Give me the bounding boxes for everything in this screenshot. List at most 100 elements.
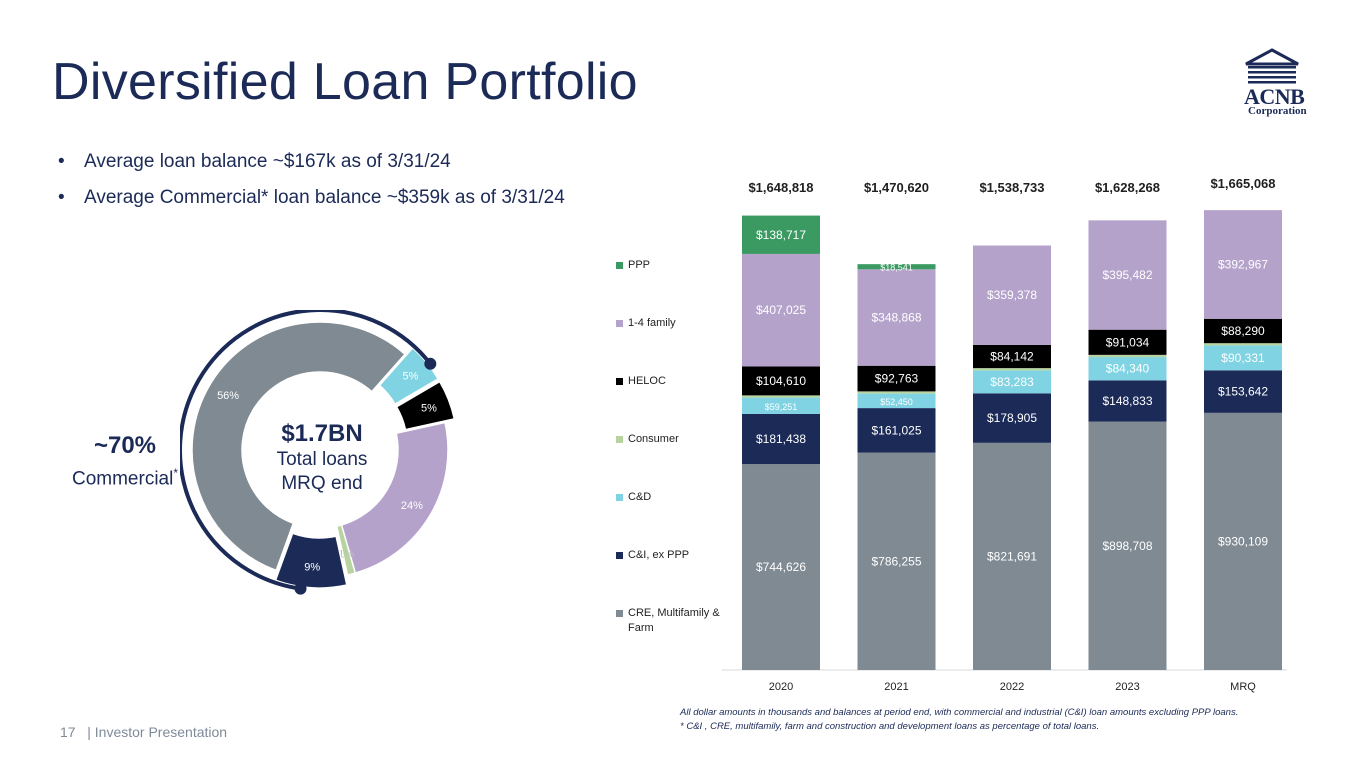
donut-slice xyxy=(395,380,456,431)
bar-total-label: $1,628,268 xyxy=(1095,180,1160,195)
bar-total-label: $1,470,620 xyxy=(864,180,929,195)
bar-segment xyxy=(1204,343,1282,346)
bar-data-label: $138,717 xyxy=(756,228,806,242)
bar-segment xyxy=(973,442,1051,670)
bar-segment xyxy=(1088,329,1167,355)
bar-data-label: $898,708 xyxy=(1102,539,1152,553)
bar-data-label: $83,283 xyxy=(990,375,1034,389)
bar-segment xyxy=(742,397,820,414)
bar-data-label: $161,025 xyxy=(871,423,921,437)
bar-data-label: $153,642 xyxy=(1218,385,1268,399)
bar-data-label: $18,541 xyxy=(880,263,913,273)
bar-data-label: $392,967 xyxy=(1218,257,1268,271)
x-tick-label: 2020 xyxy=(769,681,793,693)
bar-data-label: $84,340 xyxy=(1106,362,1150,376)
bar-segment xyxy=(742,215,820,254)
bar-data-label: $181,438 xyxy=(756,432,806,446)
bar-data-label: $821,691 xyxy=(987,549,1037,563)
x-tick-label: 2021 xyxy=(884,681,908,693)
bar-segment xyxy=(1088,354,1167,358)
legend-item: PPP xyxy=(616,258,723,273)
page-number: 17 xyxy=(60,724,76,740)
bar-segment xyxy=(1204,210,1282,319)
legend-swatch xyxy=(616,610,623,617)
footer: 17 | Investor Presentation xyxy=(60,724,227,740)
bar-segment xyxy=(1088,380,1167,422)
legend-label: C&D xyxy=(628,491,652,503)
donut-slice-label: 5% xyxy=(421,402,437,414)
bullet-item: • Average Commercial* loan balance ~$359k… xyxy=(58,187,565,208)
legend-item: Consumer xyxy=(616,432,723,447)
bar-segment xyxy=(857,365,936,392)
bullet-item: • Average loan balance ~$167k as of 3/31/… xyxy=(58,151,451,172)
donut-slice-label: 5% xyxy=(402,371,418,383)
bar-data-label: $88,290 xyxy=(1221,324,1265,338)
legend-label: C&I, ex PPP xyxy=(628,549,690,561)
donut-slice xyxy=(340,421,449,574)
logo-name: ACNB xyxy=(1244,84,1305,109)
bar-segment xyxy=(1088,220,1167,330)
bar-segment xyxy=(973,370,1051,394)
bar-segment xyxy=(857,393,936,409)
logo-subtitle: Corporation xyxy=(1248,105,1307,117)
commercial-label: Commercial* xyxy=(71,466,179,490)
bar-segment xyxy=(857,391,936,394)
footnote-line-1: All dollar amounts in thousands and bala… xyxy=(680,707,1239,718)
bar-data-label: $52,450 xyxy=(880,397,913,407)
bar-data-label: $786,255 xyxy=(871,554,921,568)
footnote: All dollar amounts in thousands and bala… xyxy=(680,706,1238,734)
bar-data-label: $395,482 xyxy=(1102,268,1152,282)
bar-data-label: $930,109 xyxy=(1218,534,1268,548)
legend-label: 1-4 family xyxy=(628,317,676,329)
bar-data-label: $359,378 xyxy=(987,288,1037,302)
legend-item: HELOC xyxy=(616,374,723,389)
bar-segment xyxy=(857,264,936,270)
x-tick-label: 2023 xyxy=(1115,681,1139,693)
donut-slice-label: 56% xyxy=(217,390,239,402)
donut-slice-label: 9% xyxy=(304,562,320,574)
legend-item: CRE, Multifamily & Farm xyxy=(616,606,723,636)
donut-total: $1.7BN xyxy=(281,420,363,447)
legend-swatch xyxy=(616,320,623,327)
bar-segment xyxy=(1204,412,1282,670)
bar-segment xyxy=(973,245,1051,345)
bar-total-label: $1,648,818 xyxy=(748,180,813,195)
arc-end-dot xyxy=(294,582,307,595)
donut-slice xyxy=(191,321,407,572)
bar-data-label: $407,025 xyxy=(756,303,806,317)
commercial-arc xyxy=(180,310,432,591)
bar-total-label: $1,538,733 xyxy=(979,180,1044,195)
footnote-line-2: * C&I , CRE, multifamily, farm and const… xyxy=(680,721,1100,732)
donut-slice xyxy=(274,532,348,589)
commercial-percentage: ~70% xyxy=(93,432,157,459)
legend-swatch xyxy=(616,494,623,501)
bar-segment xyxy=(1088,357,1167,381)
bar-data-label: $744,626 xyxy=(756,560,806,574)
bar-segment xyxy=(742,464,820,670)
donut-center: $1.7BN Total loans MRQ end xyxy=(262,420,382,496)
stacked-bar-chart: $744,626 $181,438 $59,251 $104,610 $407,025 $… xyxy=(722,176,1287,693)
donut-slice xyxy=(378,346,440,406)
footer-text: Investor Presentation xyxy=(94,724,228,740)
bar-data-label: $91,034 xyxy=(1106,335,1150,349)
page-title: Diversified Loan Portfolio xyxy=(52,53,638,111)
arc-end-dot xyxy=(424,357,437,370)
legend-label: PPP xyxy=(628,259,651,271)
legend-swatch xyxy=(616,436,623,443)
bar-segment xyxy=(1204,345,1282,371)
legend-label: HELOC xyxy=(628,375,666,387)
loan-mix-donut-chart: 56% 5% 5% 24% 1% 9% xyxy=(180,310,456,595)
bar-data-label: $92,763 xyxy=(875,372,919,386)
bar-segment xyxy=(857,269,936,366)
legend-swatch xyxy=(616,378,623,385)
legend-label: CRE, Multifamily & Farm xyxy=(628,607,720,634)
legend-swatch xyxy=(616,552,623,559)
bar-segment xyxy=(1204,318,1282,344)
acnb-logo-icon xyxy=(1245,48,1299,84)
donut-subtitle-2: MRQ end xyxy=(281,473,363,494)
bullet-list: • Average loan balance ~$167k as of 3/31/… xyxy=(58,144,565,216)
bar-segment xyxy=(973,393,1051,443)
donut-subtitle-1: Total loans xyxy=(276,449,368,470)
commercial-label-text: Commercial xyxy=(71,468,174,490)
legend-item: C&I, ex PPP xyxy=(616,548,723,563)
